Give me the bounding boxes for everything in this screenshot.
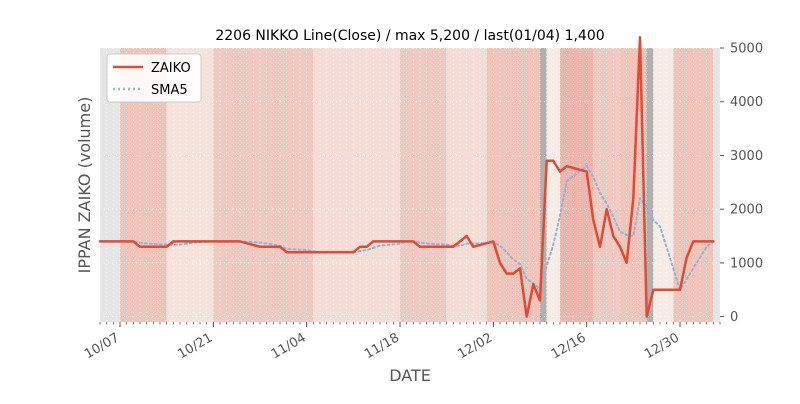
x-tick-label: 10/21 bbox=[175, 330, 215, 362]
y-axis-ticks: 0 1000 2000 3000 4000 5000 bbox=[720, 42, 763, 326]
y-tick-label: 1000 bbox=[730, 256, 763, 271]
background-band bbox=[213, 48, 313, 322]
x-tick-label: 12/02 bbox=[455, 330, 495, 362]
x-tick-label: 12/16 bbox=[549, 330, 589, 362]
chart-title: 2206 NIKKO Line(Close) / max 5,200 / las… bbox=[215, 28, 604, 44]
legend: ZAIKO SMA5 bbox=[107, 54, 201, 102]
x-axis-ticks: 10/07 10/21 11/04 11/18 12/02 12/16 12/30 bbox=[82, 322, 720, 362]
background-band bbox=[647, 48, 654, 322]
x-tick-label: 11/18 bbox=[362, 330, 402, 362]
legend-sma5-label: SMA5 bbox=[151, 83, 188, 98]
y-tick-label: 2000 bbox=[730, 203, 763, 218]
y-tick-label: 0 bbox=[730, 310, 738, 325]
y-tick-label: 4000 bbox=[730, 95, 763, 110]
x-axis-label: DATE bbox=[389, 366, 431, 385]
y-tick-label: 3000 bbox=[730, 149, 763, 164]
x-tick-label: 11/04 bbox=[269, 330, 309, 362]
y-tick-label: 5000 bbox=[730, 42, 763, 57]
x-tick-label: 10/07 bbox=[82, 330, 122, 362]
y-axis-label: IPPAN ZAIKO (volume) bbox=[75, 97, 94, 274]
x-tick-label: 12/30 bbox=[642, 330, 682, 362]
legend-zaiko-label: ZAIKO bbox=[151, 61, 191, 76]
background-band bbox=[713, 48, 720, 322]
background-band bbox=[653, 48, 673, 322]
